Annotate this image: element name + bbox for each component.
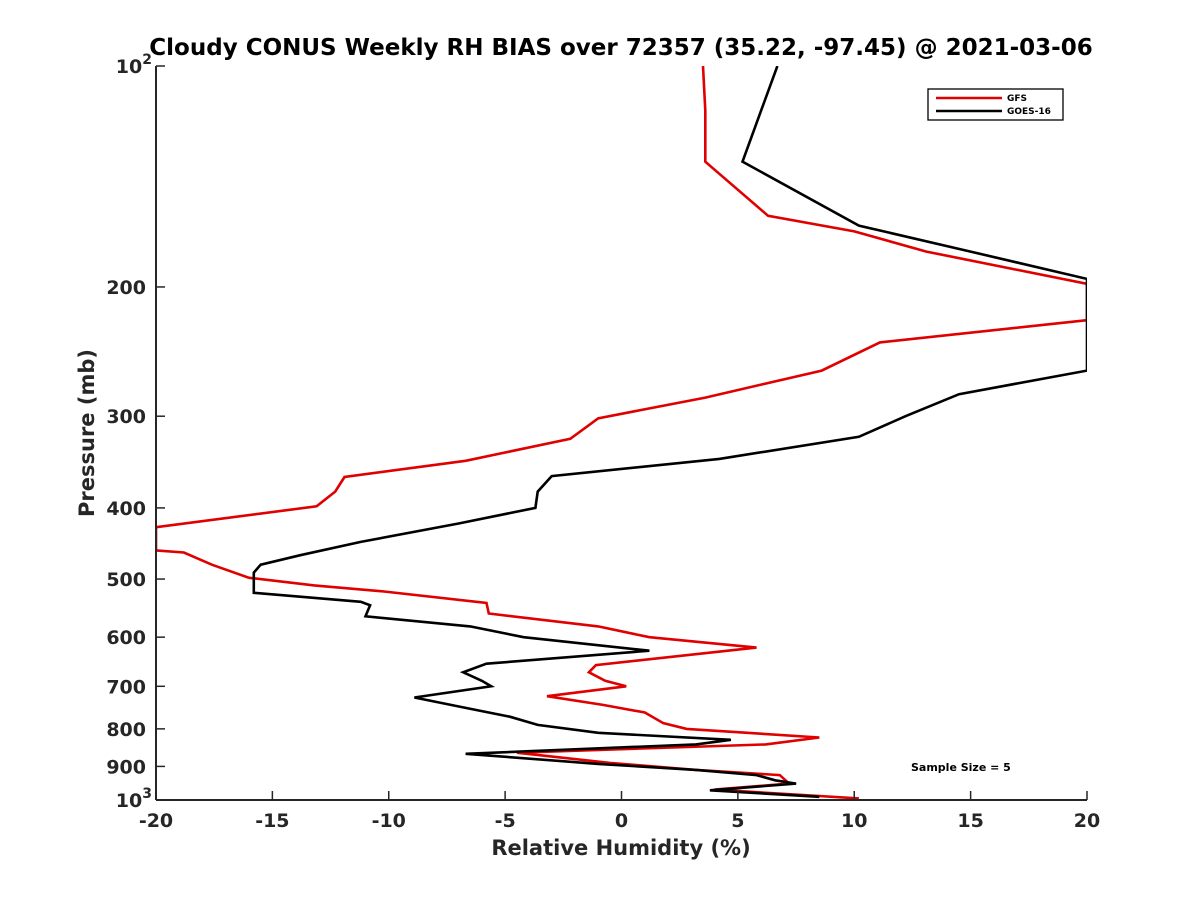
x-tick-label: 10 [841,810,867,832]
y-tick-label: 800 [106,719,146,741]
y-tick-label: 103 [116,786,152,812]
y-axis-label: Pressure (mb) [75,349,99,517]
legend-label-goes16: GOES-16 [1007,107,1051,117]
x-tick-label: 20 [1074,810,1100,832]
series-line-goes16 [252,66,1087,799]
x-tick-label: 0 [615,810,628,832]
legend-box [927,88,1064,121]
y-tick-label: 200 [106,277,146,299]
x-tick-label: -20 [139,810,173,832]
x-tick-label: 5 [731,810,744,832]
x-tick-label: -10 [372,810,406,832]
y-tick-label: 500 [106,569,146,591]
chart-title: Cloudy CONUS Weekly RH BIAS over 72357 (… [149,35,1092,61]
y-tick-label: 900 [106,756,146,778]
x-tick-label: -15 [255,810,289,832]
x-ticks: -20 -15 -10 -5 0 5 10 15 20 [139,791,1100,832]
x-tick-label: -5 [495,810,516,832]
sample-size-annotation: Sample Size = 5 [911,761,1011,774]
y-tick-label: 102 [116,52,152,78]
series-line-gfs [156,66,1087,800]
legend: GFS GOES-16 [927,88,1064,121]
y-tick-label: 400 [106,498,146,520]
legend-label-gfs: GFS [1007,94,1027,104]
x-axis-label: Relative Humidity (%) [491,836,750,860]
y-ticks: 102 200 300 400 500 600 700 800 900 103 [106,52,165,812]
x-tick-label: 15 [957,810,983,832]
y-tick-label: 300 [106,406,146,428]
y-tick-label: 600 [106,627,146,649]
series-layer [156,66,1087,800]
y-tick-label: 700 [106,676,146,698]
